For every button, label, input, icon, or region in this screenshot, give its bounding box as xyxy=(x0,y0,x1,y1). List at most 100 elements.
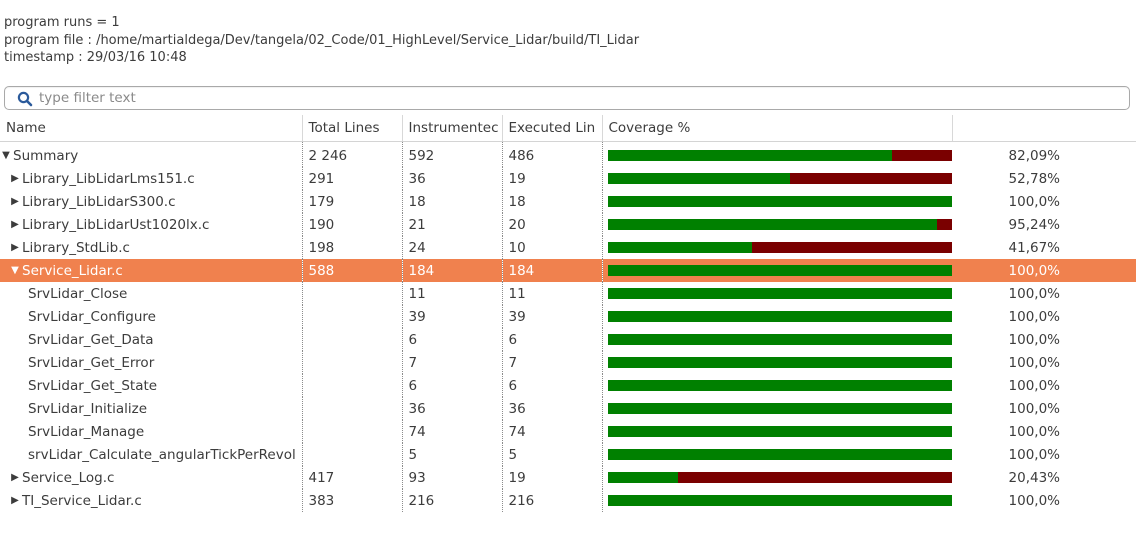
instrumented-cell: 21 xyxy=(402,213,503,236)
name-cell: SrvLidar_Close xyxy=(0,282,303,305)
executed-lines-cell: 18 xyxy=(502,190,603,213)
total-lines-cell xyxy=(302,351,403,374)
executed-lines-cell: 39 xyxy=(502,305,603,328)
coverage-cell xyxy=(602,397,952,420)
coverage-cell xyxy=(602,328,952,351)
collapse-toggle-icon[interactable]: ▼ xyxy=(11,265,19,276)
name-cell: ▶ Service_Log.c xyxy=(0,466,303,489)
instrumented-cell: 93 xyxy=(402,466,503,489)
coverage-bar xyxy=(607,334,952,345)
filter-box[interactable] xyxy=(4,86,1130,110)
executed-lines-cell: 74 xyxy=(502,420,603,443)
column-header-executed-lines[interactable]: Executed Lin xyxy=(502,115,603,142)
total-lines-cell: 190 xyxy=(302,213,403,236)
coverage-percent-cell: 100,0% xyxy=(1008,400,1060,417)
instrumented-cell: 184 xyxy=(402,259,503,282)
coverage-cell xyxy=(602,236,952,259)
coverage-bar xyxy=(607,380,952,391)
instrumented-cell: 11 xyxy=(402,282,503,305)
column-header-percent[interactable] xyxy=(952,115,1136,142)
coverage-bar-fill xyxy=(607,173,791,184)
expand-toggle-icon[interactable]: ▶ xyxy=(11,196,19,207)
coverage-bar-fill xyxy=(607,426,952,437)
name-cell: ▶ Library_LibLidarLms151.c xyxy=(0,167,303,190)
executed-lines-cell: 6 xyxy=(502,374,603,397)
executed-lines-cell: 36 xyxy=(502,397,603,420)
coverage-bar xyxy=(607,288,952,299)
executed-lines-cell: 10 xyxy=(502,236,603,259)
total-lines-cell: 588 xyxy=(302,259,403,282)
table-row[interactable]: SrvLidar_Configure 39 39 100,0% xyxy=(0,305,1136,328)
coverage-bar-fill xyxy=(607,380,952,391)
name-cell: ▶ TI_Service_Lidar.c xyxy=(0,489,303,512)
name-cell: SrvLidar_Get_State xyxy=(0,374,303,397)
coverage-percent-cell: 100,0% xyxy=(1008,446,1060,463)
executed-lines-cell: 19 xyxy=(502,167,603,190)
coverage-cell xyxy=(602,167,952,190)
coverage-bar xyxy=(607,403,952,414)
coverage-percent-cell: 100,0% xyxy=(1008,285,1060,302)
coverage-bar-fill xyxy=(607,265,952,276)
timestamp-text: timestamp : 29/03/16 10:48 xyxy=(4,50,187,65)
row-name: Library_LibLidarS300.c xyxy=(22,193,176,210)
coverage-bar-fill xyxy=(607,196,952,207)
expand-toggle-icon[interactable]: ▶ xyxy=(11,472,19,483)
row-name: SrvLidar_Get_State xyxy=(28,377,158,394)
column-header-instrumented[interactable]: Instrumentec xyxy=(402,115,503,142)
executed-lines-cell: 6 xyxy=(502,328,603,351)
coverage-cell xyxy=(602,305,952,328)
name-cell: ▶ Library_LibLidarS300.c xyxy=(0,190,303,213)
table-row[interactable]: ▶ Library_LibLidarUst1020lx.c 190 21 20 95,24… xyxy=(0,213,1136,236)
table-row[interactable]: SrvLidar_Close 11 11 100,0% xyxy=(0,282,1136,305)
row-name: Library_StdLib.c xyxy=(22,239,130,256)
table-row[interactable]: SrvLidar_Get_Data 6 6 100,0% xyxy=(0,328,1136,351)
coverage-percent-cell: 41,67% xyxy=(1008,239,1060,256)
table-row[interactable]: SrvLidar_Initialize 36 36 100,0% xyxy=(0,397,1136,420)
column-header-name[interactable]: Name xyxy=(0,115,303,142)
column-header-total-lines[interactable]: Total Lines xyxy=(302,115,403,142)
row-name: SrvLidar_Close xyxy=(28,285,128,302)
coverage-cell xyxy=(602,142,952,168)
table-row[interactable]: srvLidar_Calculate_angularTickPerRevol 5 5… xyxy=(0,443,1136,466)
table-row[interactable]: ▶ Library_StdLib.c 198 24 10 41,67% xyxy=(0,236,1136,259)
table-row[interactable]: ▼ Summary 2 246 592 486 82,09% xyxy=(0,141,1136,168)
coverage-cell xyxy=(602,213,952,236)
expand-toggle-icon[interactable]: ▶ xyxy=(11,173,19,184)
row-name: SrvLidar_Get_Data xyxy=(28,331,154,348)
table-row[interactable]: ▶ Library_LibLidarLms151.c 291 36 19 52,78% xyxy=(0,167,1136,190)
expand-toggle-icon[interactable]: ▶ xyxy=(11,242,19,253)
coverage-bar-fill xyxy=(607,472,679,483)
row-name: Library_LibLidarLms151.c xyxy=(22,170,195,187)
column-header-coverage[interactable]: Coverage % xyxy=(602,115,953,142)
table-row[interactable]: SrvLidar_Manage 74 74 100,0% xyxy=(0,420,1136,443)
row-name: SrvLidar_Manage xyxy=(28,423,145,440)
total-lines-cell xyxy=(302,282,403,305)
total-lines-cell: 291 xyxy=(302,167,403,190)
row-name: SrvLidar_Initialize xyxy=(28,400,148,417)
coverage-bar-fill xyxy=(607,357,952,368)
row-name: Summary xyxy=(13,147,79,164)
coverage-table: Name Total Lines Instrumentec Executed L… xyxy=(0,115,1136,512)
coverage-percent-cell: 100,0% xyxy=(1008,331,1060,348)
table-row[interactable]: ▶ Library_LibLidarS300.c 179 18 18 100,0% xyxy=(0,190,1136,213)
table-header: Name Total Lines Instrumentec Executed L… xyxy=(0,115,1136,142)
table-row[interactable]: ▶ Service_Log.c 417 93 19 20,43% xyxy=(0,466,1136,489)
expand-toggle-icon[interactable]: ▶ xyxy=(11,495,19,506)
expand-toggle-icon[interactable]: ▶ xyxy=(11,219,19,230)
table-row[interactable]: ▼ Service_Lidar.c 588 184 184 100,0% xyxy=(0,259,1136,282)
collapse-toggle-icon[interactable]: ▼ xyxy=(2,150,10,161)
total-lines-cell xyxy=(302,374,403,397)
coverage-percent-cell: 100,0% xyxy=(1008,492,1060,509)
table-row[interactable]: ▶ TI_Service_Lidar.c 383 216 216 100,0% xyxy=(0,489,1136,512)
name-cell: srvLidar_Calculate_angularTickPerRevol xyxy=(0,443,303,466)
coverage-bar xyxy=(607,426,952,437)
total-lines-cell xyxy=(302,328,403,351)
coverage-percent-cell: 100,0% xyxy=(952,259,1136,282)
filter-input[interactable] xyxy=(39,89,1039,107)
instrumented-cell: 7 xyxy=(402,351,503,374)
table-row[interactable]: SrvLidar_Get_Error 7 7 100,0% xyxy=(0,351,1136,374)
coverage-cell xyxy=(602,489,952,512)
table-row[interactable]: SrvLidar_Get_State 6 6 100,0% xyxy=(0,374,1136,397)
coverage-cell xyxy=(602,374,952,397)
instrumented-cell: 6 xyxy=(402,328,503,351)
